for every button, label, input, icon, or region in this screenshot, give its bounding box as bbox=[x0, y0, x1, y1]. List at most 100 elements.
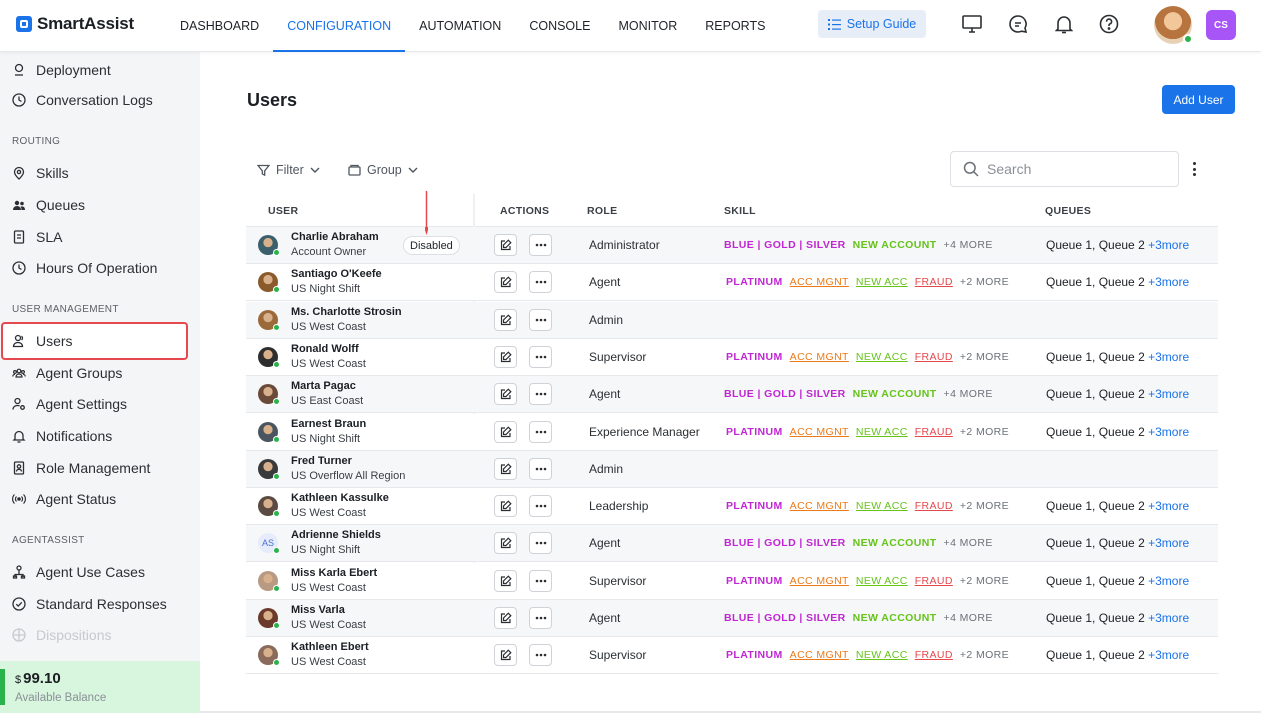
user-name[interactable]: Fred Turner bbox=[291, 454, 352, 467]
table-row[interactable]: Miss Karla Ebert US West Coast Supervisor P… bbox=[246, 562, 1218, 600]
monitor-icon[interactable] bbox=[961, 13, 983, 35]
edit-button[interactable] bbox=[494, 607, 517, 629]
more-actions-button[interactable] bbox=[529, 383, 552, 406]
sidebar-item-queues[interactable]: Queues bbox=[12, 195, 85, 215]
chat-icon[interactable] bbox=[1007, 13, 1029, 35]
more-actions-button[interactable] bbox=[529, 420, 552, 443]
queues-more-link[interactable]: +3more bbox=[1148, 349, 1190, 364]
filter-button[interactable]: Filter bbox=[257, 162, 320, 178]
queues-more-link[interactable]: +3more bbox=[1148, 611, 1190, 625]
edit-button[interactable] bbox=[494, 271, 517, 294]
sidebar-item-agent-groups[interactable]: Agent Groups bbox=[12, 363, 122, 383]
queues-more-link[interactable]: +3more bbox=[1148, 536, 1190, 551]
skill-tag[interactable]: +2 MORE bbox=[959, 425, 1010, 438]
group-button[interactable]: Group bbox=[348, 162, 418, 178]
table-row[interactable]: Ronald Wolff US West Coast Supervisor PLATI… bbox=[246, 338, 1218, 376]
search-input[interactable] bbox=[987, 161, 1167, 177]
edit-button[interactable] bbox=[494, 308, 517, 331]
queues-more-link[interactable]: +3more bbox=[1148, 238, 1190, 252]
sidebar-item-agent-settings[interactable]: Agent Settings bbox=[12, 394, 127, 414]
sidebar-item-sla[interactable]: SLA bbox=[12, 227, 62, 247]
skill-tag[interactable]: +2 MORE bbox=[959, 350, 1010, 363]
edit-button[interactable] bbox=[494, 383, 517, 406]
nav-console[interactable]: CONSOLE bbox=[529, 19, 591, 33]
sidebar-item-conversation-logs[interactable]: Conversation Logs bbox=[12, 90, 153, 110]
sidebar-item-users[interactable]: Users bbox=[12, 331, 73, 351]
edit-button[interactable] bbox=[494, 532, 517, 555]
table-row[interactable]: AS Adrienne Shields US Night Shift Agent BLU… bbox=[246, 525, 1218, 563]
queues-more-link[interactable]: +3more bbox=[1148, 387, 1190, 402]
sidebar-item-hours-of-operation[interactable]: Hours Of Operation bbox=[12, 258, 157, 278]
more-actions-button[interactable] bbox=[529, 308, 552, 331]
skill-tag[interactable]: +4 MORE bbox=[943, 537, 993, 550]
skill-tag[interactable]: +4 MORE bbox=[943, 612, 993, 624]
table-row[interactable]: Kathleen Kassulke US West Coast Leadership… bbox=[246, 488, 1218, 526]
edit-button[interactable] bbox=[494, 569, 517, 592]
more-actions-button[interactable] bbox=[529, 607, 552, 629]
sidebar-item-agent-status[interactable]: Agent Status bbox=[12, 489, 116, 509]
table-row[interactable]: Earnest Braun US Night Shift Experience Ma… bbox=[246, 413, 1218, 451]
edit-button[interactable] bbox=[494, 457, 517, 480]
table-row[interactable]: Miss Varla US West Coast Agent BLUE | GOLD … bbox=[246, 600, 1218, 637]
account-badge[interactable]: CS bbox=[1206, 10, 1236, 40]
user-name[interactable]: Miss Varla bbox=[291, 604, 345, 616]
table-row[interactable]: Ms. Charlotte Strosin US West Coast Admin bbox=[246, 301, 1218, 339]
user-name[interactable]: Kathleen Kassulke bbox=[291, 492, 389, 505]
more-actions-button[interactable] bbox=[529, 271, 552, 294]
queues-more-link[interactable]: +3more bbox=[1148, 573, 1190, 588]
nav-configuration[interactable]: CONFIGURATION bbox=[273, 0, 406, 52]
table-row[interactable]: Charlie Abraham Account Owner Disabled Admi… bbox=[246, 227, 1218, 264]
sidebar-item-deployment[interactable]: Deployment bbox=[12, 60, 111, 80]
more-options-icon[interactable] bbox=[1188, 160, 1200, 178]
user-name[interactable]: Kathleen Ebert bbox=[291, 641, 369, 654]
nav-monitor[interactable]: MONITOR bbox=[618, 19, 678, 33]
skill-tag[interactable]: +2 MORE bbox=[959, 500, 1010, 513]
sidebar-item-dispositions[interactable]: Dispositions bbox=[12, 625, 111, 645]
skill-tag[interactable]: +4 MORE bbox=[943, 239, 993, 251]
more-actions-button[interactable] bbox=[529, 644, 552, 667]
user-name[interactable]: Earnest Braun bbox=[291, 417, 367, 430]
sidebar-item-notifications[interactable]: Notifications bbox=[12, 426, 112, 446]
edit-button[interactable] bbox=[494, 420, 517, 443]
user-name[interactable]: Adrienne Shields bbox=[291, 529, 381, 542]
nav-dashboard[interactable]: DASHBOARD bbox=[180, 19, 260, 33]
add-user-button[interactable]: Add User bbox=[1162, 85, 1235, 114]
table-row[interactable]: Fred Turner US Overflow All Region Admin bbox=[246, 450, 1218, 488]
nav-automation[interactable]: AUTOMATION bbox=[419, 19, 502, 33]
edit-button[interactable] bbox=[494, 345, 517, 368]
edit-button[interactable] bbox=[494, 495, 517, 518]
help-icon[interactable] bbox=[1098, 13, 1120, 35]
sidebar-item-role-management[interactable]: Role Management bbox=[12, 458, 150, 478]
user-avatar[interactable] bbox=[1154, 6, 1193, 44]
queues-more-link[interactable]: +3more bbox=[1148, 648, 1190, 663]
sidebar-item-skills[interactable]: Skills bbox=[12, 163, 69, 183]
table-row[interactable]: Kathleen Ebert US West Coast Supervisor PLA… bbox=[246, 637, 1218, 675]
skill-tag[interactable]: +4 MORE bbox=[943, 388, 993, 401]
more-actions-button[interactable] bbox=[529, 457, 552, 480]
sidebar-item-agent-use-cases[interactable]: Agent Use Cases bbox=[12, 562, 145, 582]
app-logo[interactable]: SmartAssist bbox=[16, 14, 134, 34]
user-name[interactable]: Miss Karla Ebert bbox=[291, 566, 378, 579]
bell-icon[interactable] bbox=[1053, 13, 1075, 35]
user-name[interactable]: Charlie Abraham bbox=[291, 231, 379, 243]
table-row[interactable]: Marta Pagac US East Coast Agent BLUE | GOLD… bbox=[246, 376, 1218, 414]
sidebar-item-standard-responses[interactable]: Standard Responses bbox=[12, 594, 167, 614]
queues-more-link[interactable]: +3more bbox=[1148, 499, 1190, 514]
user-name[interactable]: Marta Pagac bbox=[291, 380, 356, 393]
user-name[interactable]: Santiago O'Keefe bbox=[291, 268, 382, 281]
queues-more-link[interactable]: +3more bbox=[1148, 424, 1190, 439]
table-row[interactable]: Santiago O'Keefe US Night Shift Agent PLATI… bbox=[246, 264, 1218, 302]
queues-more-link[interactable]: +3more bbox=[1148, 275, 1190, 290]
nav-reports[interactable]: REPORTS bbox=[705, 19, 766, 33]
more-actions-button[interactable] bbox=[529, 495, 552, 518]
user-name[interactable]: Ronald Wolff bbox=[291, 342, 359, 355]
user-name[interactable]: Ms. Charlotte Strosin bbox=[291, 305, 402, 318]
skill-tag[interactable]: +2 MORE bbox=[959, 649, 1010, 662]
setup-guide-button[interactable]: Setup Guide bbox=[818, 10, 926, 38]
edit-button[interactable] bbox=[494, 234, 517, 256]
edit-button[interactable] bbox=[494, 644, 517, 667]
more-actions-button[interactable] bbox=[529, 532, 552, 555]
skill-tag[interactable]: +2 MORE bbox=[959, 276, 1010, 289]
more-actions-button[interactable] bbox=[529, 345, 552, 368]
skill-tag[interactable]: +2 MORE bbox=[959, 574, 1010, 587]
